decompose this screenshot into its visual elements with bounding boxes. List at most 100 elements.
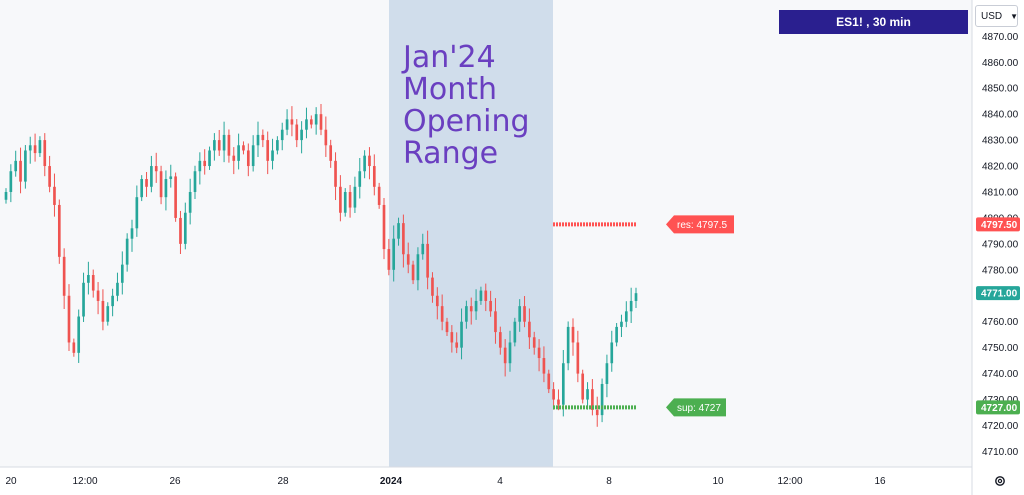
candle xyxy=(377,182,381,209)
candle xyxy=(87,261,90,295)
candle xyxy=(416,247,420,291)
candle xyxy=(285,109,289,136)
candle xyxy=(465,300,468,329)
res-callout-label: res: 4797.5 xyxy=(677,220,727,231)
candle xyxy=(237,133,240,170)
candle xyxy=(523,296,526,328)
candle xyxy=(489,290,492,317)
symbol-interval-badge[interactable]: ES1! , 30 min xyxy=(779,10,968,34)
gear-icon[interactable] xyxy=(989,471,1011,491)
candle xyxy=(620,314,623,338)
candle xyxy=(624,301,628,328)
candle xyxy=(43,133,47,177)
candle xyxy=(19,147,22,194)
price-axis-tag: 4727.00 xyxy=(976,400,1020,415)
time-axis[interactable]: 20 12:00 26 28 2024 4 8 10 12:00 16 xyxy=(5,476,886,487)
candle xyxy=(629,287,633,324)
candle xyxy=(537,339,541,372)
candle xyxy=(188,178,192,225)
x-tick-label: 20 xyxy=(5,476,17,487)
candle xyxy=(169,164,173,188)
candle xyxy=(600,378,604,423)
candle xyxy=(445,317,449,336)
candle xyxy=(62,248,66,309)
candle xyxy=(77,309,81,363)
y-tick-label: 4870.00 xyxy=(982,32,1019,43)
candle xyxy=(314,107,318,135)
price-axis[interactable]: 4710.004720.004730.004740.004750.004760.… xyxy=(982,6,1019,458)
candle xyxy=(498,326,502,355)
candle xyxy=(174,172,177,222)
candle xyxy=(159,165,163,205)
sup-callout: sup: 4727 xyxy=(666,398,726,417)
y-tick-label: 4710.00 xyxy=(982,447,1019,458)
candle xyxy=(48,155,51,193)
price-tags: 4797.50 4771.00 4727.00 xyxy=(976,217,1020,415)
candle xyxy=(421,233,425,260)
candle xyxy=(571,318,575,356)
currency-selector[interactable]: USD ▼ xyxy=(975,5,1018,27)
candle xyxy=(300,121,303,154)
candle xyxy=(557,389,560,411)
y-tick-label: 4720.00 xyxy=(982,421,1019,432)
candle xyxy=(28,136,32,164)
candle xyxy=(528,308,531,349)
candle xyxy=(319,104,323,136)
candle xyxy=(339,175,342,222)
candle xyxy=(33,133,37,162)
candle xyxy=(24,145,27,189)
candle xyxy=(343,188,347,217)
candle xyxy=(431,272,434,303)
candle xyxy=(193,165,197,199)
candle xyxy=(435,287,439,320)
candle xyxy=(348,184,352,218)
candle xyxy=(402,214,405,268)
candle xyxy=(91,269,95,298)
x-tick-label: 28 xyxy=(277,476,289,487)
x-tick-label: 10 xyxy=(712,476,724,487)
candle xyxy=(9,164,13,203)
candle xyxy=(474,289,478,320)
candle xyxy=(484,283,488,312)
price-axis-tag: 4797.50 xyxy=(976,217,1020,232)
candle xyxy=(309,115,313,129)
x-tick-label: 12:00 xyxy=(72,476,97,487)
candle xyxy=(450,325,454,353)
candle xyxy=(203,149,207,175)
candle xyxy=(266,131,270,175)
candle xyxy=(353,176,357,214)
candle xyxy=(479,286,483,305)
res-callout: res: 4797.5 xyxy=(666,215,734,234)
candle xyxy=(130,219,134,252)
candle xyxy=(217,129,221,156)
y-tick-label: 4790.00 xyxy=(982,239,1019,250)
candle xyxy=(261,129,265,148)
candle xyxy=(363,150,366,179)
candle xyxy=(251,135,255,172)
x-tick-label: 26 xyxy=(169,476,181,487)
y-tick-label: 4760.00 xyxy=(982,317,1019,328)
candle xyxy=(576,330,580,383)
range-annotation: Jan'24 Month Opening Range xyxy=(403,40,530,171)
candle xyxy=(305,107,308,139)
x-tick-label: 8 xyxy=(606,476,612,487)
price-tag-label: 4727.00 xyxy=(981,403,1018,414)
y-tick-label: 4850.00 xyxy=(982,84,1019,95)
candle xyxy=(518,299,522,332)
candle xyxy=(329,139,333,168)
candle xyxy=(368,147,371,180)
plot-area[interactable] xyxy=(0,0,972,467)
y-tick-label: 4750.00 xyxy=(982,343,1019,354)
candle xyxy=(222,121,226,163)
candle xyxy=(111,288,114,317)
x-tick-label: 12:00 xyxy=(777,476,802,487)
candle xyxy=(198,152,202,185)
candle xyxy=(82,272,85,322)
candle xyxy=(232,147,236,175)
candle xyxy=(532,331,536,355)
candle xyxy=(552,382,555,410)
candle xyxy=(179,210,182,254)
candle xyxy=(256,121,260,157)
price-tag-label: 4797.50 xyxy=(981,220,1018,231)
